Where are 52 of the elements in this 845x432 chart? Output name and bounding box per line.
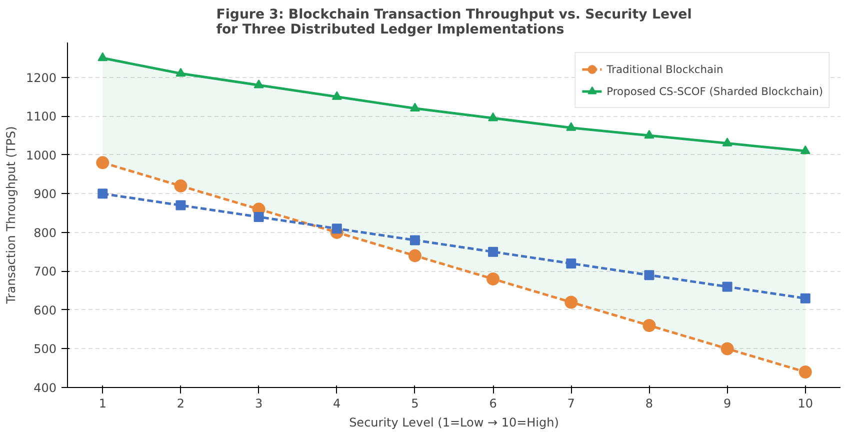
point: [722, 282, 732, 292]
point: [98, 52, 108, 62]
point: [566, 122, 576, 131]
point: [722, 138, 732, 146]
point: [720, 342, 734, 356]
point: [644, 130, 654, 139]
y-tick-label: 600: [34, 303, 56, 318]
point: [176, 200, 186, 210]
point: [176, 68, 186, 77]
y-tick-label: 700: [34, 264, 56, 279]
legend-label: Proposed CS-SCOF (Sharded Blockchain): [606, 84, 823, 98]
point: [642, 318, 656, 332]
point: [254, 79, 264, 88]
point: [800, 145, 810, 154]
point: [332, 91, 342, 100]
point: [254, 212, 264, 222]
x-tick-label: 10: [798, 396, 814, 410]
point: [798, 366, 812, 378]
point: [644, 270, 654, 280]
x-tick-label: 8: [645, 396, 654, 410]
y-tick-label: 800: [34, 226, 56, 240]
x-tick-label: 9: [723, 396, 732, 410]
x-tick-label: 4: [333, 396, 341, 410]
point: [488, 112, 498, 122]
point: [410, 235, 420, 246]
point: [410, 102, 420, 112]
y-tick-label: 500: [34, 342, 56, 356]
point: [486, 272, 500, 286]
point: [800, 293, 810, 304]
point: [174, 179, 188, 192]
point: [98, 188, 108, 199]
point: [332, 224, 342, 234]
point: [96, 156, 110, 170]
x-axis-title: Security Level (1=Low → 10=High): [349, 416, 559, 430]
point: [564, 296, 578, 309]
y-tick-label: 1100: [26, 110, 57, 124]
y-tick-label: 900: [34, 187, 56, 202]
x-tick-label: 2: [176, 396, 185, 410]
x-tick-label: 1: [98, 396, 106, 410]
y-axis-title: Transaction Throughput (TPS): [4, 126, 18, 305]
y-tick-label: 1000: [26, 148, 57, 162]
chart-title: Figure 3: Blockchain Transaction Throughput vs. Security Level for Three Distributed Ledger Implementations: [216, 8, 692, 38]
x-tick-label: 3: [254, 396, 263, 410]
point: [566, 258, 576, 268]
point: [408, 249, 422, 262]
y-tick-label: 400: [34, 381, 56, 395]
x-tick-label: 6: [489, 396, 497, 410]
point: [488, 246, 498, 257]
x-tick-label: 5: [411, 396, 419, 410]
y-tick-label: 1200: [26, 70, 57, 85]
x-tick-label: 7: [567, 396, 575, 410]
legend-label: Traditional Blockchain: [606, 62, 724, 76]
